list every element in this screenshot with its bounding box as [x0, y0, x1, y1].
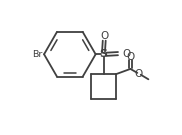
- Text: O: O: [135, 69, 143, 79]
- Text: O: O: [100, 31, 108, 41]
- Text: S: S: [100, 49, 108, 59]
- Text: O: O: [126, 52, 134, 62]
- Text: O: O: [122, 49, 130, 59]
- Text: Br: Br: [32, 50, 42, 59]
